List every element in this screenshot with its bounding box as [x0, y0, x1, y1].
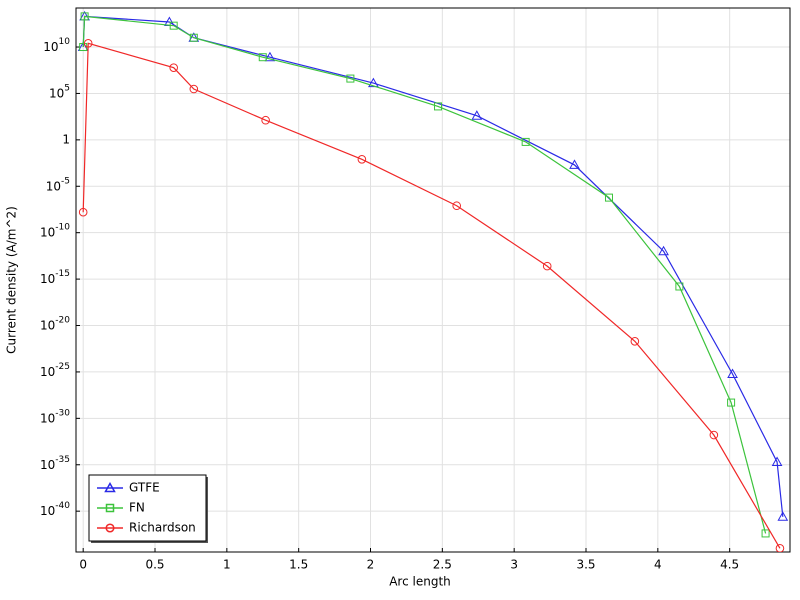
x-tick-label: 0	[79, 558, 87, 572]
x-tick-label: 0.5	[145, 558, 164, 572]
x-tick-label: 4	[654, 558, 662, 572]
series	[79, 12, 770, 538]
tick-exponent: -35	[55, 454, 70, 464]
marker	[709, 430, 719, 440]
marker	[104, 481, 116, 493]
plot-frame	[75, 7, 791, 553]
marker	[675, 282, 684, 291]
y-tick-label: 10-20	[40, 315, 70, 332]
marker	[189, 33, 198, 42]
tick-exponent: 10	[59, 37, 71, 47]
marker	[521, 137, 530, 146]
marker	[542, 261, 552, 271]
marker	[452, 201, 462, 211]
marker	[727, 398, 736, 407]
marker	[434, 102, 443, 111]
marker	[569, 159, 580, 169]
x-tick-label: 1	[223, 558, 231, 572]
marker	[658, 245, 669, 256]
tick-exponent: -25	[55, 361, 70, 371]
x-axis-label: Arc length	[389, 575, 451, 589]
y-axis-label: Current density (A/m^2)	[5, 206, 19, 354]
marker	[105, 523, 115, 533]
x-tick-label: 2.5	[433, 558, 452, 572]
marker	[169, 63, 178, 72]
tick-exponent: -10	[55, 222, 70, 232]
y-tick-label: 105	[49, 83, 70, 100]
grid	[76, 8, 790, 552]
marker	[169, 21, 178, 30]
marker	[78, 207, 88, 217]
marker	[83, 39, 93, 48]
marker	[80, 12, 89, 21]
legend: GTFE FN Richardson	[88, 474, 208, 543]
tick-exponent: -5	[61, 176, 70, 186]
tick-exponent: -40	[55, 501, 70, 511]
tick-exponent: -15	[55, 269, 70, 279]
marker	[727, 368, 738, 378]
tick-base: 10	[40, 504, 55, 518]
legend-label: FN	[129, 501, 145, 515]
marker	[471, 110, 483, 120]
y-tick-label: 1	[62, 132, 70, 146]
tick-base: 10	[43, 40, 58, 54]
marker	[368, 77, 379, 88]
tick-base: 10	[40, 411, 55, 425]
y-tick-label: 10-40	[40, 501, 70, 518]
marker	[630, 336, 640, 346]
tick-base: 10	[40, 364, 55, 378]
marker	[604, 193, 613, 202]
tick-exponent: -30	[55, 408, 70, 418]
series	[77, 10, 789, 521]
y-tick-label: 10-15	[40, 269, 70, 286]
y-tick-label: 10-10	[40, 222, 70, 239]
x-tick-label: 3.5	[576, 558, 595, 572]
tick-base: 10	[49, 86, 64, 100]
marker	[771, 456, 783, 466]
marker	[775, 544, 785, 552]
tick-base: 10	[40, 318, 55, 332]
marker	[261, 115, 270, 125]
marker	[777, 511, 789, 521]
marker	[189, 84, 199, 94]
y-tick-label: 10-5	[46, 176, 70, 193]
marker	[761, 529, 770, 538]
marker	[105, 503, 115, 513]
x-tick-label: 3	[510, 558, 518, 572]
series-line	[82, 15, 784, 517]
tick-base: 10	[40, 457, 55, 471]
marker	[264, 51, 276, 62]
marker	[346, 74, 355, 83]
tick-base: 10	[46, 179, 61, 193]
x-tick-label: 2	[367, 558, 375, 572]
tick-exponent: 5	[64, 83, 70, 93]
legend-label: GTFE	[129, 481, 160, 495]
x-tick-label: 4.5	[720, 558, 739, 572]
legend-label: Richardson	[129, 521, 196, 535]
series-line	[82, 15, 767, 534]
y-tick-label: 10-35	[40, 454, 70, 471]
tick-exponent: -20	[55, 315, 70, 325]
marker	[357, 155, 367, 164]
x-tick-label: 1.5	[289, 558, 308, 572]
tick-base: 10	[40, 225, 55, 239]
tick-base: 10	[40, 272, 55, 286]
y-tick-label: 1010	[43, 37, 70, 54]
y-tick-label: 10-30	[40, 408, 70, 425]
y-tick-label: 10-25	[40, 361, 70, 378]
marker	[258, 53, 267, 62]
series	[78, 39, 785, 552]
series-line	[82, 42, 781, 549]
